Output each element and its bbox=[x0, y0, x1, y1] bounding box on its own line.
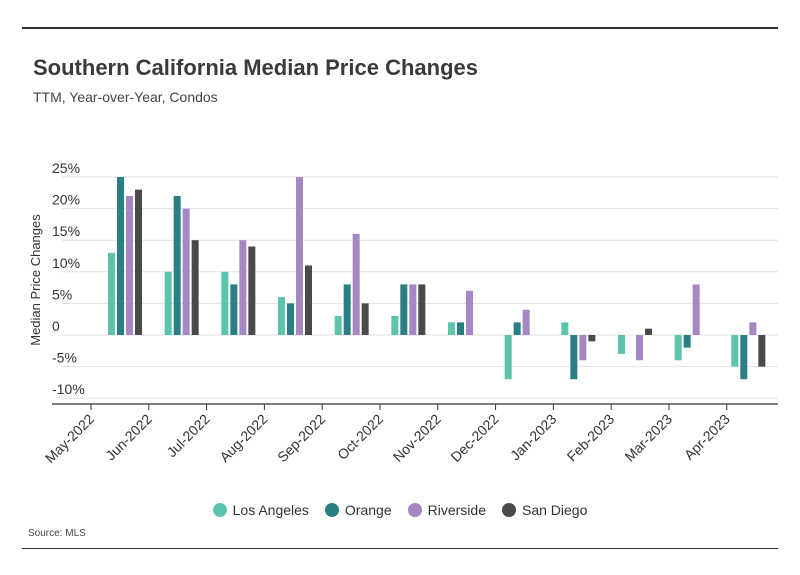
x-tick-label: Aug-2022 bbox=[216, 411, 270, 465]
bar-riverside bbox=[182, 208, 190, 335]
bar-san-diego bbox=[248, 246, 256, 335]
bar-san-diego bbox=[758, 335, 766, 367]
legend-swatch-riverside bbox=[407, 503, 422, 517]
legend-label-orange: Orange bbox=[344, 502, 392, 518]
bar-riverside bbox=[636, 335, 643, 361]
bar-orange bbox=[683, 335, 691, 348]
x-tick-label: Jan-2023 bbox=[507, 411, 560, 464]
y-tick-label: 10% bbox=[52, 255, 80, 271]
y-tick-label: 25% bbox=[52, 160, 80, 176]
bar-riverside bbox=[466, 290, 473, 335]
bar-los-angeles bbox=[334, 316, 342, 335]
legend-item-los-angeles: Los Angeles bbox=[212, 502, 309, 518]
bar-san-diego bbox=[418, 284, 426, 335]
bar-orange bbox=[343, 284, 351, 335]
bar-los-angeles bbox=[391, 316, 399, 335]
bar-los-angeles bbox=[448, 322, 455, 335]
bar-orange bbox=[570, 335, 578, 380]
bar-orange bbox=[740, 335, 748, 380]
bar-san-diego bbox=[361, 303, 369, 335]
y-tick-label: -10% bbox=[52, 381, 85, 397]
x-tick-label: Jun-2022 bbox=[102, 411, 155, 464]
bar-san-diego bbox=[191, 240, 199, 335]
bar-orange bbox=[457, 322, 464, 335]
bar-san-diego bbox=[588, 335, 596, 342]
legend-item-san-diego: San Diego bbox=[501, 502, 588, 518]
bar-riverside bbox=[409, 284, 417, 335]
bar-orange bbox=[173, 195, 181, 335]
x-tick-label: Jul-2022 bbox=[163, 411, 212, 460]
bar-los-angeles bbox=[618, 335, 625, 354]
legend-label-los-angeles: Los Angeles bbox=[232, 502, 309, 518]
bar-los-angeles bbox=[278, 297, 285, 335]
bar-los-angeles bbox=[504, 335, 512, 380]
legend-swatch-los-angeles bbox=[212, 503, 227, 517]
bar-riverside bbox=[579, 335, 587, 361]
bar-riverside bbox=[126, 195, 133, 335]
bar-riverside bbox=[692, 284, 700, 335]
bar-san-diego bbox=[305, 265, 312, 335]
legend-label-san-diego: San Diego bbox=[521, 502, 588, 518]
legend-item-riverside: Riverside bbox=[407, 502, 486, 518]
x-tick-label: May-2022 bbox=[42, 411, 97, 466]
chart-title: Southern California Median Price Changes bbox=[33, 55, 478, 80]
bar-chart: 25% 20% 15% 10% 5% 0 -5% -10% Median Price Chang… bbox=[28, 160, 778, 466]
source-note: Source: MLS bbox=[28, 528, 86, 539]
bar-san-diego bbox=[645, 328, 652, 335]
top-rule bbox=[22, 27, 778, 29]
x-tick-label: Sep-2022 bbox=[274, 411, 328, 465]
legend-swatch-orange bbox=[324, 503, 339, 517]
bar-riverside bbox=[522, 309, 530, 335]
x-tick-label: Nov-2022 bbox=[390, 411, 444, 465]
bottom-rule bbox=[22, 548, 778, 549]
bar-orange bbox=[513, 322, 521, 335]
x-tick-label: Feb-2023 bbox=[564, 411, 618, 465]
legend-swatch-san-diego bbox=[501, 503, 516, 517]
bar-orange bbox=[230, 284, 238, 335]
bar-riverside bbox=[239, 240, 247, 335]
y-tick-label: 15% bbox=[52, 223, 80, 239]
bar-los-angeles bbox=[108, 252, 115, 335]
y-tick-label: 0 bbox=[52, 318, 60, 334]
bar-los-angeles bbox=[674, 335, 682, 361]
bar-riverside bbox=[352, 233, 360, 335]
x-tick-label: Apr-2023 bbox=[681, 411, 733, 463]
y-axis-label: Median Price Changes bbox=[28, 214, 43, 346]
bar-los-angeles bbox=[561, 322, 569, 335]
bar-los-angeles bbox=[221, 271, 229, 335]
bar-orange bbox=[400, 284, 408, 335]
bar-los-angeles bbox=[731, 335, 739, 367]
bar-orange bbox=[287, 303, 294, 335]
bar-los-angeles bbox=[164, 271, 172, 335]
x-tick-label: Mar-2023 bbox=[621, 411, 675, 465]
bar-riverside bbox=[749, 322, 757, 335]
x-tick-label: Dec-2022 bbox=[447, 411, 501, 465]
chart-subtitle: TTM, Year-over-Year, Condos bbox=[33, 89, 218, 105]
x-tick-label: Oct-2022 bbox=[334, 411, 386, 463]
bar-orange bbox=[117, 177, 124, 335]
y-tick-label: 5% bbox=[52, 286, 72, 302]
y-tick-label: 20% bbox=[52, 192, 80, 208]
bar-san-diego bbox=[135, 189, 142, 335]
legend: Los Angeles Orange Riverside San Diego bbox=[0, 502, 800, 518]
bar-riverside bbox=[296, 177, 303, 335]
legend-item-orange: Orange bbox=[324, 502, 392, 518]
legend-label-riverside: Riverside bbox=[427, 502, 486, 518]
y-tick-label: -5% bbox=[52, 350, 77, 366]
